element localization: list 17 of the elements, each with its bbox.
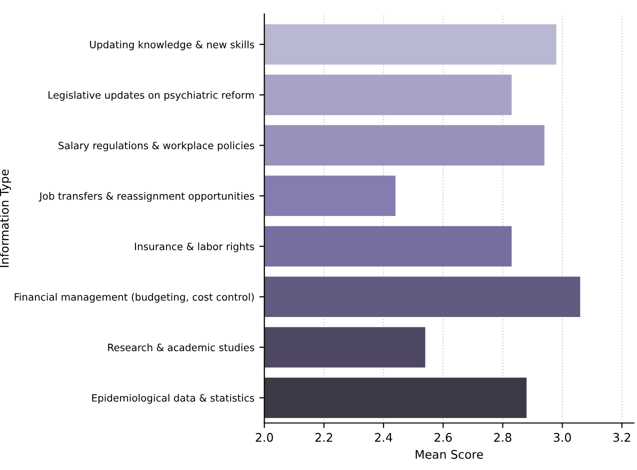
x-tick-label: 2.6 (434, 432, 452, 442)
x-tick-label: 2.4 (375, 432, 392, 442)
x-axis-title: Mean Score (416, 450, 483, 459)
y-tick-label: Updating knowledge & new skills (90, 40, 254, 50)
x-tick-label: 2.8 (494, 432, 512, 442)
x-tick-label: 3.2 (613, 432, 630, 442)
y-tick-label: Insurance & labor rights (135, 242, 254, 252)
y-tick-label: Research & academic studies (108, 343, 254, 352)
x-tick-label: 2.0 (256, 432, 273, 442)
y-tick-label: Salary regulations & workplace policies (58, 142, 254, 152)
y-tick-label: Job transfers & reassignment opportunities (38, 192, 254, 202)
y-axis-title: Information Type (0, 170, 12, 267)
y-tick-label: Financial management (budgeting, cost control) (14, 292, 254, 303)
x-tick-label: 2.2 (315, 432, 332, 442)
y-tick-label: Legislative updates on psychiatric reform (48, 91, 254, 101)
x-tick-label: 3.0 (554, 432, 571, 442)
y-tick-label: Epidemiological data & statistics (92, 394, 254, 404)
